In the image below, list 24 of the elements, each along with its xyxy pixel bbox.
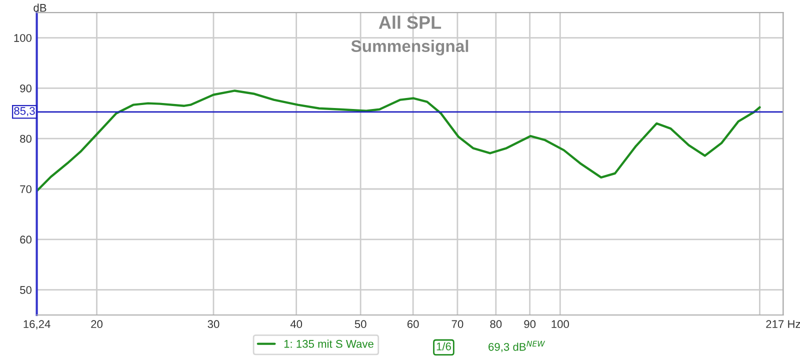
- y-tick-label: 100: [14, 34, 32, 42]
- text: 1/6: [436, 342, 451, 350]
- y-tick-label: 90: [20, 84, 32, 92]
- text: Summensignal: [351, 40, 468, 56]
- text: 69,3 dB$^{NEW}$: [488, 340, 546, 352]
- y-tick-label: 70: [20, 185, 32, 194]
- x-tick-label: 16,24: [24, 320, 50, 330]
- x-tick-label: 30: [208, 320, 220, 328]
- y-tick-label: 80: [20, 134, 32, 143]
- y-tick-label: 50: [20, 286, 32, 294]
- ref-line-label: 85,3: [14, 107, 35, 116]
- x-tick-label: 60: [407, 320, 419, 328]
- x-tick-label: 90: [524, 320, 536, 328]
- y-tick-label: 60: [20, 236, 32, 244]
- x-tick-label: 40: [290, 320, 302, 328]
- x-tick-label: 70: [452, 320, 464, 328]
- x-tick-label: 100: [552, 320, 569, 328]
- x-tick-label: 20: [91, 320, 103, 328]
- x-tick-label: 50: [354, 320, 366, 328]
- y-axis-title: dB: [34, 4, 46, 12]
- x-tick-label: 217 Hz: [766, 320, 800, 328]
- chart-title: All SPL: [378, 16, 442, 29]
- legend-label: 1: 135 mit S Wave: [284, 340, 374, 348]
- x-tick-label: 80: [490, 320, 502, 328]
